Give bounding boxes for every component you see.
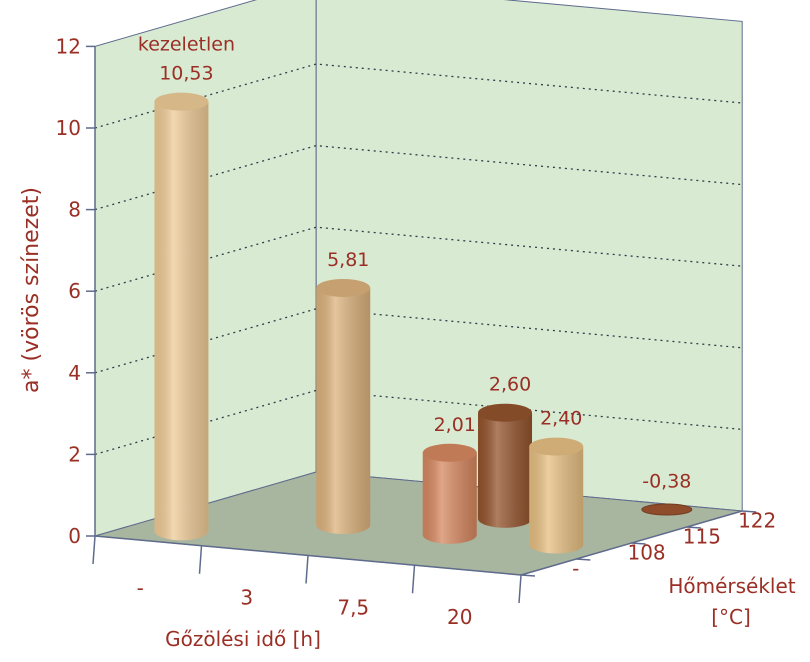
cylinder-bar bbox=[154, 92, 209, 541]
y-tick-label: 12 bbox=[56, 34, 81, 58]
z-tick bbox=[631, 542, 646, 545]
z-tick-label: 108 bbox=[627, 540, 665, 564]
y-tick-label: 4 bbox=[68, 361, 81, 385]
data-label: 2,40 bbox=[540, 408, 582, 430]
y-axis-label: a* (vörös színezet) bbox=[19, 187, 44, 393]
x-tick-label: 3 bbox=[240, 586, 253, 610]
y-tick-label: 8 bbox=[68, 198, 81, 222]
z-tick bbox=[520, 574, 536, 577]
data-label: 2,60 bbox=[489, 374, 531, 396]
z-tick-label: - bbox=[572, 556, 579, 580]
z-tick bbox=[742, 510, 757, 513]
z-tick-label: 122 bbox=[738, 508, 776, 532]
data-label: 10,53 bbox=[159, 63, 213, 85]
x-tick bbox=[198, 545, 203, 574]
data-label: 5,81 bbox=[327, 249, 369, 271]
data-label: 2,01 bbox=[434, 414, 476, 436]
cylinder-bar bbox=[641, 503, 693, 516]
cylinder-top bbox=[422, 443, 477, 462]
cylinder-shading bbox=[154, 101, 209, 541]
y-tick-label: 6 bbox=[68, 279, 81, 303]
cylinder-bar bbox=[529, 437, 584, 554]
cylinder-shading bbox=[529, 446, 584, 554]
y-tick-label: 10 bbox=[56, 116, 81, 140]
bar-annotation: kezeletlen bbox=[138, 34, 235, 56]
x-tick-label: - bbox=[137, 576, 144, 600]
x-tick bbox=[305, 555, 309, 584]
cylinder-bar bbox=[478, 403, 533, 528]
data-labels: -0,38 2,60 5,81 2,01 2,40 10,53 kezeletlen bbox=[138, 34, 692, 493]
chart-walls bbox=[94, 0, 743, 576]
y-tick-label: 2 bbox=[68, 442, 81, 466]
y-tick-label: 0 bbox=[68, 524, 81, 548]
cylinder-top bbox=[316, 278, 371, 297]
z-tick bbox=[576, 558, 591, 561]
x-tick bbox=[518, 574, 522, 604]
cylinder-shading bbox=[316, 287, 371, 535]
x-axis-label: Gőzölési idő [h] bbox=[165, 627, 321, 651]
z-tick bbox=[686, 526, 701, 529]
x-tick bbox=[411, 565, 416, 594]
z-tick-label: 115 bbox=[683, 524, 721, 548]
x-tick bbox=[92, 535, 96, 565]
cylinder-top bbox=[478, 403, 533, 422]
z-axis-label-line2: [°C] bbox=[711, 605, 751, 629]
cylinder-bar bbox=[422, 443, 477, 544]
cylinder-shading bbox=[422, 452, 477, 544]
x-tick-label: 7,5 bbox=[337, 595, 369, 619]
x-tick-label: 20 bbox=[447, 605, 472, 629]
axes: 0 2 4 6 8 10 12 - 3 7,5 20 - 108 115 122 bbox=[56, 34, 777, 629]
cylinder-top bbox=[641, 503, 693, 516]
cylinder-bar bbox=[316, 278, 371, 535]
bars bbox=[154, 92, 693, 554]
z-axis-label-line1: Hőmérséklet bbox=[668, 574, 795, 598]
cylinder-top bbox=[529, 437, 584, 456]
data-label: -0,38 bbox=[642, 471, 691, 493]
cylinder-top bbox=[154, 92, 209, 111]
cylinder-shading bbox=[478, 412, 533, 528]
